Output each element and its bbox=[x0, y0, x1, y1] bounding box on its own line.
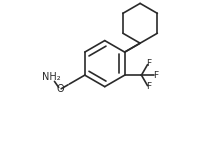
Text: F: F bbox=[146, 82, 152, 91]
Text: O: O bbox=[56, 85, 64, 94]
Text: F: F bbox=[146, 59, 152, 68]
Text: F: F bbox=[153, 71, 158, 80]
Text: NH₂: NH₂ bbox=[42, 72, 61, 82]
